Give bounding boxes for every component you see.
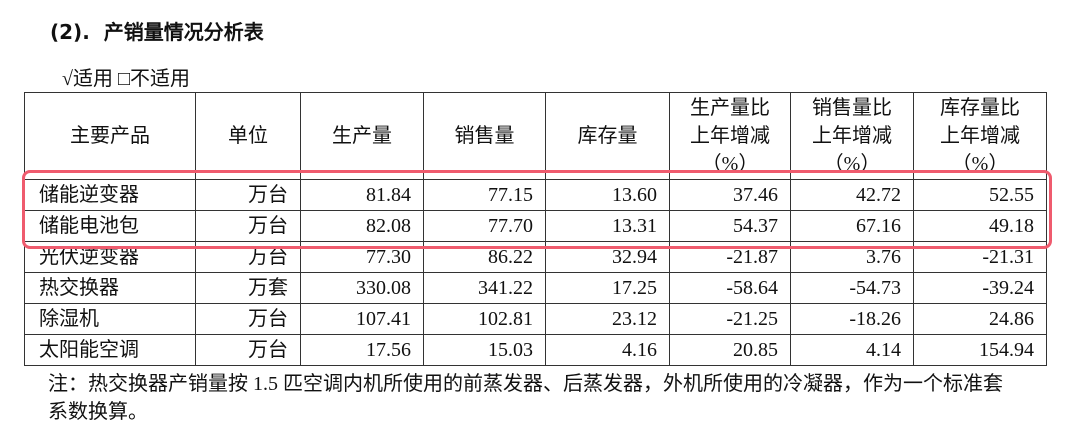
table-cell: 32.94 <box>545 241 670 273</box>
header-row: 主要产品 单位 生产量 销售量 库存量 生产量比 上年增减 （%） 销售量比 上年增减 （%… <box>24 92 1047 180</box>
table-cell: 除湿机 <box>24 303 196 335</box>
table-row: 热交换器 万套 330.08 341.22 17.25 -58.64 -54.73 -39.2… <box>24 272 1047 304</box>
table-cell: 万台 <box>195 210 301 242</box>
table-cell: 82.08 <box>300 210 424 242</box>
column-header: 库存量比 上年增减 （%） <box>913 92 1047 180</box>
table-cell: 49.18 <box>913 210 1047 242</box>
table-cell: 13.31 <box>545 210 670 242</box>
table-cell: 77.15 <box>423 179 546 211</box>
table-cell: 54.37 <box>669 210 791 242</box>
table-cell: 52.55 <box>913 179 1047 211</box>
sales-table: 主要产品 单位 生产量 销售量 库存量 生产量比 上年增减 （%） 销售量比 上年增减 （%… <box>24 92 1047 366</box>
table-cell: 储能电池包 <box>24 210 196 242</box>
table-cell: 42.72 <box>790 179 914 211</box>
section-title: (2). 产销量情况分析表 <box>50 20 264 44</box>
table-cell: 86.22 <box>423 241 546 273</box>
table-cell: 4.16 <box>545 334 670 366</box>
column-header: 单位 <box>195 92 301 180</box>
applicability: √适用 □不适用 <box>62 68 191 90</box>
table-cell: 太阳能空调 <box>24 334 196 366</box>
table-cell: 热交换器 <box>24 272 196 304</box>
table-row: 光伏逆变器 万台 77.30 86.22 32.94 -21.87 3.76 -21.31 <box>24 241 1047 273</box>
table-cell: -39.24 <box>913 272 1047 304</box>
column-header: 销售量比 上年增减 （%） <box>790 92 914 180</box>
table-cell: 77.30 <box>300 241 424 273</box>
table-cell: 万台 <box>195 334 301 366</box>
table-cell: 341.22 <box>423 272 546 304</box>
table-cell: -18.26 <box>790 303 914 335</box>
table-cell: 107.41 <box>300 303 424 335</box>
table-cell: 13.60 <box>545 179 670 211</box>
table-row: 除湿机 万台 107.41 102.81 23.12 -21.25 -18.26 24.86 <box>24 303 1047 335</box>
column-header: 销售量 <box>423 92 546 180</box>
table-cell: 17.56 <box>300 334 424 366</box>
table-row: 太阳能空调 万台 17.56 15.03 4.16 20.85 4.14 154.94 <box>24 334 1047 366</box>
table-cell: 万台 <box>195 303 301 335</box>
table-cell: 24.86 <box>913 303 1047 335</box>
table-cell: 万台 <box>195 241 301 273</box>
table-cell: 万台 <box>195 179 301 211</box>
column-header: 生产量 <box>300 92 424 180</box>
table-cell: 81.84 <box>300 179 424 211</box>
table-cell: 15.03 <box>423 334 546 366</box>
table-cell: -21.25 <box>669 303 791 335</box>
table-cell: 37.46 <box>669 179 791 211</box>
column-header: 生产量比 上年增减 （%） <box>669 92 791 180</box>
table-note: 注：热交换器产销量按 1.5 匹空调内机所使用的前蒸发器、后蒸发器，外机所使用的… <box>48 373 1003 423</box>
table-cell: 102.81 <box>423 303 546 335</box>
table-cell: 330.08 <box>300 272 424 304</box>
table-cell: 77.70 <box>423 210 546 242</box>
table-cell: 67.16 <box>790 210 914 242</box>
table-cell: 4.14 <box>790 334 914 366</box>
table-row: 储能逆变器 万台 81.84 77.15 13.60 37.46 42.72 52.55 <box>24 179 1047 211</box>
column-header: 主要产品 <box>24 92 196 180</box>
column-header: 库存量 <box>545 92 670 180</box>
table-cell: 23.12 <box>545 303 670 335</box>
table-cell: -21.31 <box>913 241 1047 273</box>
table-cell: 3.76 <box>790 241 914 273</box>
table-row: 储能电池包 万台 82.08 77.70 13.31 54.37 67.16 49.18 <box>24 210 1047 242</box>
table-cell: 光伏逆变器 <box>24 241 196 273</box>
table-cell: -21.87 <box>669 241 791 273</box>
table-cell: -58.64 <box>669 272 791 304</box>
table-cell: 万套 <box>195 272 301 304</box>
table-cell: 154.94 <box>913 334 1047 366</box>
table-cell: 储能逆变器 <box>24 179 196 211</box>
table-cell: -54.73 <box>790 272 914 304</box>
table-cell: 20.85 <box>669 334 791 366</box>
table-cell: 17.25 <box>545 272 670 304</box>
